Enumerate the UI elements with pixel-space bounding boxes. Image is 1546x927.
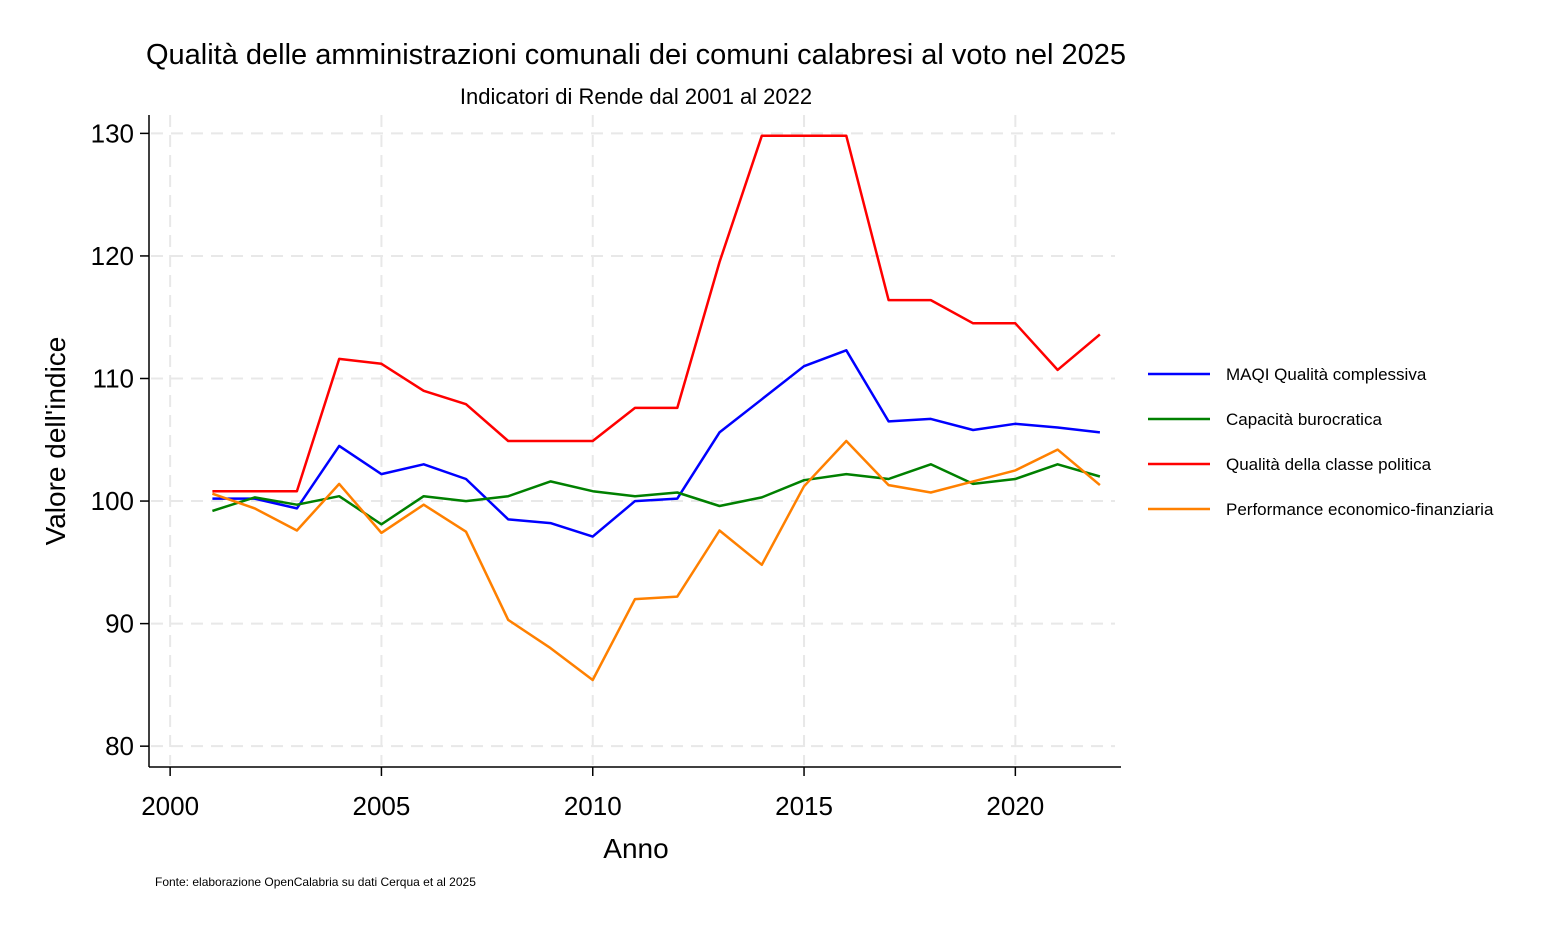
chart-title: Qualità delle amministrazioni comunali d… [146, 39, 1126, 71]
x-tick-label: 2010 [564, 791, 622, 821]
legend-entry: Capacità burocratica [1226, 410, 1382, 429]
y-tick-label: 80 [105, 731, 134, 761]
x-tick-labels: 2000 2005 2010 2015 2020 [141, 791, 1044, 821]
x-tick-label: 2000 [141, 791, 199, 821]
x-tick-label: 2020 [986, 791, 1044, 821]
axes [140, 115, 1121, 776]
legend: MAQI Qualità complessiva Capacità burocra… [1148, 365, 1494, 519]
y-tick-label: 100 [91, 486, 134, 516]
y-tick-label: 110 [93, 363, 134, 393]
gridlines [151, 115, 1115, 765]
source-note: Fonte: elaborazione OpenCalabria su dati… [155, 875, 476, 889]
x-axis-label: Anno [603, 833, 668, 864]
legend-entry: Qualità della classe politica [1226, 455, 1432, 474]
series-line-1 [212, 349, 1101, 538]
series-line-3 [212, 134, 1101, 493]
y-tick-label: 90 [105, 609, 134, 639]
y-axis-label: Valore dell'indice [40, 337, 71, 546]
chart-subtitle: Indicatori di Rende dal 2001 al 2022 [460, 84, 812, 109]
y-tick-labels: 80 90 100 110 120 130 [91, 118, 134, 761]
y-tick-label: 120 [91, 241, 134, 271]
legend-entry: MAQI Qualità complessiva [1226, 365, 1427, 384]
x-tick-label: 2015 [775, 791, 833, 821]
series-lines [211, 134, 1101, 682]
x-tick-label: 2005 [353, 791, 411, 821]
legend-entry: Performance economico-finanziaria [1226, 500, 1494, 519]
series-line-2 [212, 463, 1101, 526]
y-tick-label: 130 [91, 118, 134, 148]
series-line-4 [211, 439, 1101, 682]
